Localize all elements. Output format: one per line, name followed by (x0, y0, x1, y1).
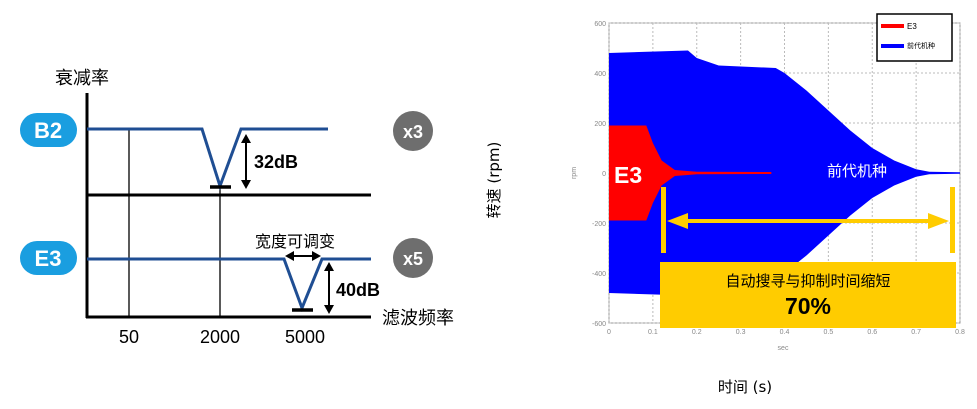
x-axis-label: 滤波频率 (382, 308, 454, 329)
y-tick-label: -200 (592, 221, 606, 228)
x-tick-label: 0.2 (692, 329, 702, 336)
x3-circle (393, 111, 433, 151)
outer-x-label: 时间 (s) (718, 378, 772, 396)
speed-chart: 转速 (rpm) 时间 (s) 0 0.1 0.2 0.3 0.4 0.5 0.6 0.7 0.… (485, 13, 965, 396)
y-tick-label: 600 (594, 21, 606, 28)
reduction-arrow (661, 187, 955, 253)
reduction-text: 自动搜寻与抑制时间缩短 (725, 272, 890, 290)
legend-label-prev: 前代机种 (907, 41, 935, 50)
e3-notch-curve (87, 257, 371, 313)
x-tick-label: 0.1 (648, 329, 658, 336)
x-tick-label: 0.8 (955, 329, 965, 336)
series (609, 50, 960, 296)
b2-depth-arrow (241, 134, 251, 189)
ticks: 0 0.1 0.2 0.3 0.4 0.5 0.6 0.7 0.8 600 400 200 0 -200 -… (592, 21, 965, 336)
y-tick-label: 200 (594, 121, 606, 128)
series-envelope-e3 (609, 125, 772, 221)
e3-badge (20, 241, 77, 275)
x5-label: x5 (403, 249, 423, 269)
width-adjustable-label: 宽度可调变 (255, 232, 335, 251)
attenuation-diagram: 衰减率 滤波频率 50 2000 5000 32dB B2 x3 40dB (20, 68, 454, 347)
y-axis-label: 衰减率 (55, 68, 109, 89)
x-tick-label: 0.3 (736, 329, 746, 336)
series-envelope-prev (609, 50, 960, 296)
y-tick-label: 0 (602, 171, 606, 178)
b2-badge (20, 113, 77, 147)
e3-depth-label: 40dB (336, 280, 380, 300)
outer-y-label: 转速 (rpm) (485, 142, 503, 219)
legend-label-e3: E3 (907, 22, 917, 31)
tick-50: 50 (119, 327, 139, 347)
y-tick-label: -600 (592, 321, 606, 328)
e3-depth-arrow (324, 262, 334, 314)
reduction-box (660, 262, 956, 328)
tick-2000: 2000 (200, 327, 240, 347)
prev-series-label: 前代机种 (827, 162, 887, 180)
y-tick-label: -400 (592, 271, 606, 278)
b2-badge-label: B2 (34, 118, 62, 143)
reduction-value: 70% (785, 293, 831, 319)
x-tick-label: 0 (607, 329, 611, 336)
y-tick-label: 400 (594, 71, 606, 78)
e3-series-label: E3 (614, 162, 642, 188)
x-tick-label: 0.7 (911, 329, 921, 336)
b2-depth-label: 32dB (254, 152, 298, 172)
width-arrow (285, 251, 321, 261)
tick-5000: 5000 (285, 327, 325, 347)
x-tick-label: 0.6 (867, 329, 877, 336)
legend: E3 前代机种 (876, 13, 953, 62)
e3-badge-label: E3 (35, 246, 62, 271)
x-tick-label: 0.4 (780, 329, 790, 336)
x5-circle (393, 238, 433, 278)
x3-label: x3 (403, 122, 423, 142)
inner-y-label: rpm (571, 167, 578, 179)
x-tick-label: 0.5 (824, 329, 834, 336)
inner-x-label: sec (778, 345, 789, 352)
